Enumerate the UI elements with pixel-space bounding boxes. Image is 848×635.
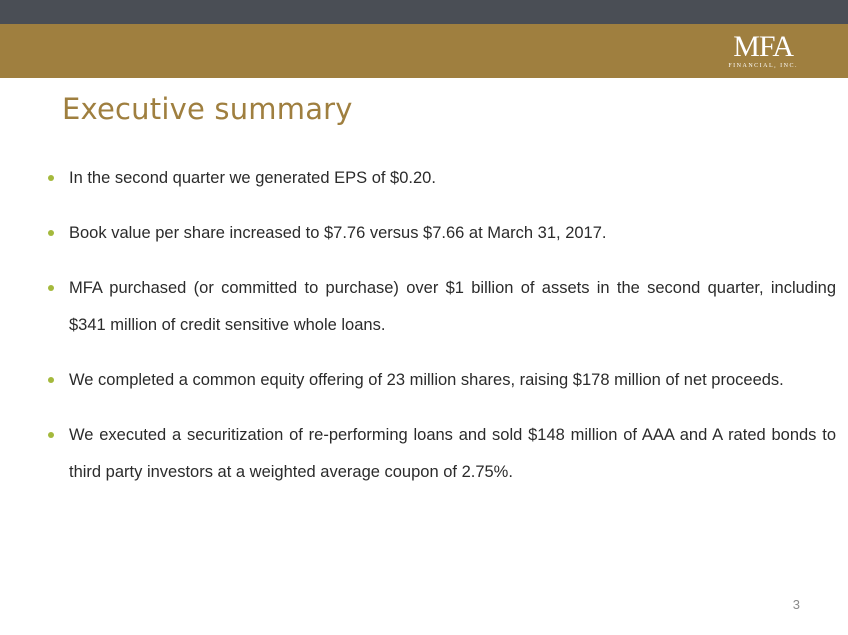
bullet-dot-icon: [48, 377, 54, 383]
bullet-text: Book value per share increased to $7.76 …: [69, 224, 607, 242]
bullet-dot-icon: [48, 175, 54, 181]
logo-wordmark: MFA: [733, 30, 794, 63]
bullet-item: Book value per share increased to $7.76 …: [46, 215, 836, 252]
bullet-dot-icon: [48, 230, 54, 236]
company-logo: MFA FINANCIAL, INC.: [728, 32, 798, 70]
bullet-text: We completed a common equity offering of…: [69, 371, 784, 389]
top-bar: [0, 0, 848, 24]
bullet-dot-icon: [48, 285, 54, 291]
bullet-text: MFA purchased (or committed to purchase)…: [69, 279, 836, 334]
slide-title: Executive summary: [62, 92, 353, 126]
header-band: MFA FINANCIAL, INC.: [0, 24, 848, 78]
bullet-item: In the second quarter we generated EPS o…: [46, 160, 836, 197]
bullet-text: In the second quarter we generated EPS o…: [69, 169, 436, 187]
logo-subtitle: FINANCIAL, INC.: [728, 63, 798, 69]
bullet-dot-icon: [48, 432, 54, 438]
bullet-item: We completed a common equity offering of…: [46, 362, 836, 399]
bullet-list: In the second quarter we generated EPS o…: [46, 160, 836, 509]
bullet-item: MFA purchased (or committed to purchase)…: [46, 270, 836, 344]
page-number: 3: [792, 597, 800, 612]
bullet-text: We executed a securitization of re-perfo…: [69, 426, 836, 481]
bullet-item: We executed a securitization of re-perfo…: [46, 417, 836, 491]
